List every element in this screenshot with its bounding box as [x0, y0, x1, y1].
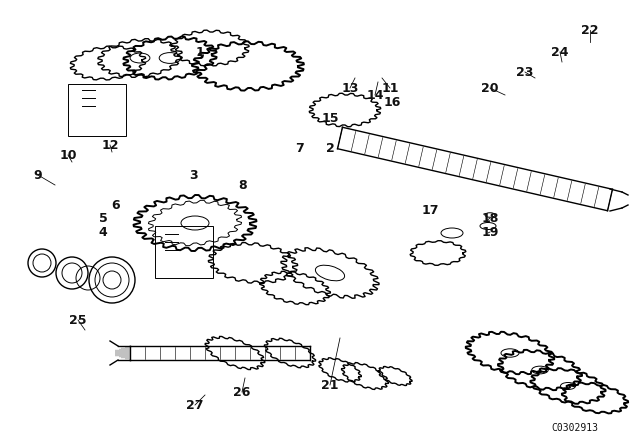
Text: 11: 11	[381, 82, 399, 95]
Bar	[155, 226, 213, 278]
Text: 10: 10	[60, 148, 77, 161]
Text: 22: 22	[581, 23, 599, 36]
Text: 25: 25	[69, 314, 87, 327]
Text: 27: 27	[186, 399, 204, 412]
Text: 14: 14	[366, 89, 384, 102]
Text: 18: 18	[481, 211, 499, 224]
Bar	[68, 84, 126, 136]
Text: 26: 26	[234, 385, 251, 399]
Text: 19: 19	[481, 225, 499, 238]
Text: 20: 20	[481, 82, 499, 95]
Text: C0302913: C0302913	[552, 423, 598, 433]
Text: 21: 21	[321, 379, 339, 392]
Text: 16: 16	[383, 95, 401, 108]
Text: 7: 7	[296, 142, 305, 155]
Text: 12: 12	[101, 138, 119, 151]
Text: 17: 17	[421, 203, 439, 216]
Text: 13: 13	[341, 82, 358, 95]
Text: 15: 15	[321, 112, 339, 125]
Text: 4: 4	[99, 225, 108, 238]
Text: 8: 8	[239, 178, 247, 191]
Text: 3: 3	[189, 168, 197, 181]
Text: 6: 6	[112, 198, 120, 211]
Text: 24: 24	[551, 46, 569, 59]
Text: 2: 2	[326, 142, 334, 155]
Text: 5: 5	[99, 211, 108, 224]
Text: 23: 23	[516, 65, 534, 78]
Text: 9: 9	[34, 168, 42, 181]
Text: 1: 1	[196, 46, 204, 59]
